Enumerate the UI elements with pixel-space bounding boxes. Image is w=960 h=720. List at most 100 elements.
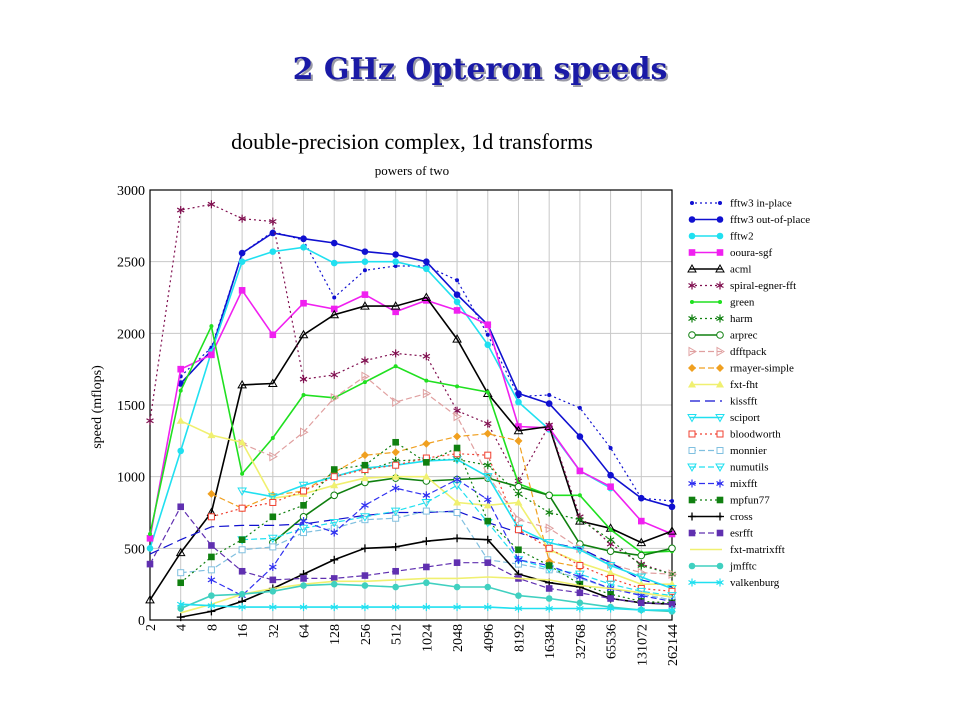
- asterisk-stroke: [146, 418, 154, 424]
- data-point: [607, 574, 615, 582]
- y-tick-label: 500: [124, 542, 145, 557]
- asterisk-stroke: [716, 315, 724, 322]
- data-point: [607, 471, 614, 479]
- data-point: [392, 461, 400, 469]
- data-point: [605, 562, 616, 571]
- legend-marker: [716, 562, 724, 570]
- data-point: [515, 592, 522, 599]
- series-17: [207, 475, 676, 606]
- asterisk-stroke: [330, 530, 339, 536]
- data-point: [545, 523, 555, 534]
- data-point: [514, 604, 523, 613]
- data-point: [208, 592, 215, 599]
- asterisk-stroke: [545, 606, 553, 612]
- asterisk-stroke: [716, 579, 724, 586]
- data-point: [667, 526, 677, 535]
- legend-marker: [716, 479, 724, 488]
- data-point: [422, 603, 431, 612]
- data-point: [484, 583, 492, 591]
- data-point: [148, 532, 152, 536]
- data-point: [176, 600, 185, 609]
- data-point: [238, 536, 246, 544]
- data-point: [421, 498, 432, 508]
- data-point: [576, 604, 584, 613]
- legend-marker: [688, 479, 696, 488]
- data-point: [269, 229, 277, 237]
- data-point: [484, 341, 492, 349]
- data-point: [514, 482, 523, 491]
- legend-item: ooura-sgf: [688, 247, 772, 259]
- data-point: [300, 299, 307, 307]
- legend-item: esrfft: [688, 528, 753, 540]
- legend-label: ooura-sgf: [730, 247, 772, 259]
- x-tick-label: 32: [267, 624, 282, 638]
- asterisk-stroke: [637, 593, 646, 599]
- asterisk-stroke: [299, 376, 308, 382]
- data-point: [390, 507, 401, 517]
- series-12: [149, 510, 673, 588]
- legend-item: valkenburg: [688, 577, 780, 589]
- legend-item: acml: [687, 263, 751, 276]
- x-tick-label: 32768: [574, 624, 589, 659]
- legend-item: dfftpack: [688, 346, 767, 358]
- data-point: [177, 503, 185, 511]
- x-tick-label: 512: [390, 624, 405, 645]
- data-point: [545, 544, 553, 552]
- y-ticks: 0 500 1000 1500 2000 2500 3000: [117, 184, 145, 629]
- data-point: [360, 451, 369, 460]
- data-point: [361, 501, 369, 510]
- asterisk-stroke: [361, 502, 369, 508]
- legend-label: fxt-fht: [730, 379, 758, 391]
- series-line: [241, 375, 673, 575]
- data-point: [300, 235, 307, 243]
- legend-marker: [688, 496, 696, 504]
- data-point: [392, 397, 401, 407]
- legend-marker: [716, 249, 724, 256]
- legend-marker: [716, 331, 724, 339]
- asterisk-stroke: [606, 606, 615, 612]
- data-point: [514, 555, 523, 564]
- data-point: [177, 365, 185, 373]
- data-point: [269, 513, 277, 521]
- asterisk-stroke: [330, 372, 339, 378]
- data-point: [637, 561, 646, 570]
- x-tick-label: 8: [205, 624, 220, 631]
- asterisk-stroke: [238, 604, 246, 610]
- legend-item: sciport: [687, 412, 760, 424]
- data-point: [545, 491, 553, 500]
- asterisk-stroke: [391, 485, 400, 491]
- data-point: [207, 489, 216, 498]
- data-point: [576, 589, 584, 597]
- legend-item: numutils: [687, 462, 769, 474]
- legend-marker: [716, 346, 726, 357]
- data-point: [269, 543, 277, 551]
- data-point: [637, 599, 645, 607]
- data-point: [453, 444, 461, 452]
- data-point: [668, 600, 676, 608]
- data-point: [423, 579, 430, 587]
- asterisk-stroke: [514, 478, 523, 484]
- legend-marker: [716, 314, 724, 323]
- data-point: [390, 301, 401, 310]
- asterisk-stroke: [422, 604, 431, 610]
- legend-label: fftw3 out-of-place: [730, 214, 810, 226]
- data-point: [238, 546, 246, 554]
- data-point: [391, 472, 400, 480]
- asterisk-stroke: [361, 358, 369, 364]
- data-point: [422, 472, 431, 480]
- data-point: [207, 601, 216, 610]
- data-point: [483, 429, 492, 438]
- data-point: [392, 514, 400, 522]
- legend-marker: [715, 263, 725, 273]
- data-point: [146, 416, 154, 425]
- data-point: [269, 248, 277, 255]
- data-point: [329, 519, 340, 528]
- legend-marker: [716, 216, 724, 223]
- asterisk-stroke: [688, 282, 696, 289]
- data-point: [330, 239, 338, 247]
- data-point: [300, 582, 307, 589]
- data-point: [485, 332, 490, 337]
- data-point: [606, 568, 615, 576]
- legend-marker: [715, 463, 725, 473]
- legend-label: spiral-egner-fft: [730, 280, 796, 292]
